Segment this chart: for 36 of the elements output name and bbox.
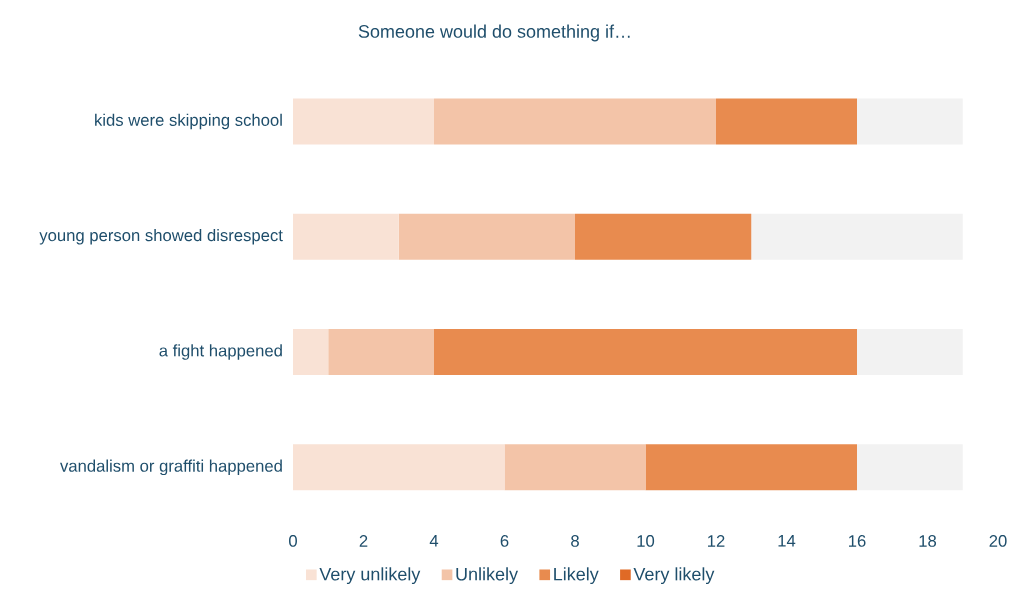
bar bbox=[293, 98, 435, 145]
bar bbox=[716, 98, 857, 145]
x-tick-label: 0 bbox=[289, 535, 297, 547]
bar bbox=[434, 329, 857, 376]
legend-label: Likely bbox=[554, 567, 599, 585]
x-tick-label: 2 bbox=[359, 535, 368, 547]
bar bbox=[857, 329, 963, 376]
x-tick-label: 8 bbox=[571, 535, 579, 547]
bar bbox=[857, 444, 963, 491]
y-tick-label: kids were skipping school bbox=[95, 113, 282, 130]
y-tick-label: a fight happened bbox=[159, 344, 282, 360]
y-tick-label: young person showed disrespect bbox=[39, 228, 283, 245]
x-tick-label: 12 bbox=[708, 535, 725, 547]
legend-label: Very likely bbox=[633, 567, 715, 585]
legend-label: Very unlikely bbox=[319, 567, 421, 585]
x-tick-label: 20 bbox=[989, 535, 1007, 547]
x-tick-label: 10 bbox=[637, 535, 655, 547]
x-tick-label: 6 bbox=[500, 535, 509, 547]
bar bbox=[434, 98, 716, 145]
bar bbox=[328, 329, 435, 376]
x-tick-label: 4 bbox=[429, 535, 439, 547]
y-tick-label: vandalism or graffiti happened bbox=[60, 459, 282, 476]
bar bbox=[293, 444, 505, 491]
bar bbox=[398, 213, 575, 260]
x-tick-label: 14 bbox=[778, 535, 796, 547]
bar bbox=[293, 213, 399, 260]
legend-label: Unlikely bbox=[456, 567, 519, 585]
bar bbox=[857, 98, 963, 145]
bar bbox=[504, 444, 646, 491]
bar bbox=[645, 444, 857, 491]
bar bbox=[575, 213, 752, 260]
chart-title: Someone would do something if… bbox=[358, 24, 630, 42]
x-tick-label: 16 bbox=[849, 535, 866, 547]
bar bbox=[293, 329, 329, 376]
x-tick-label: 18 bbox=[919, 535, 937, 547]
bar bbox=[751, 213, 963, 260]
